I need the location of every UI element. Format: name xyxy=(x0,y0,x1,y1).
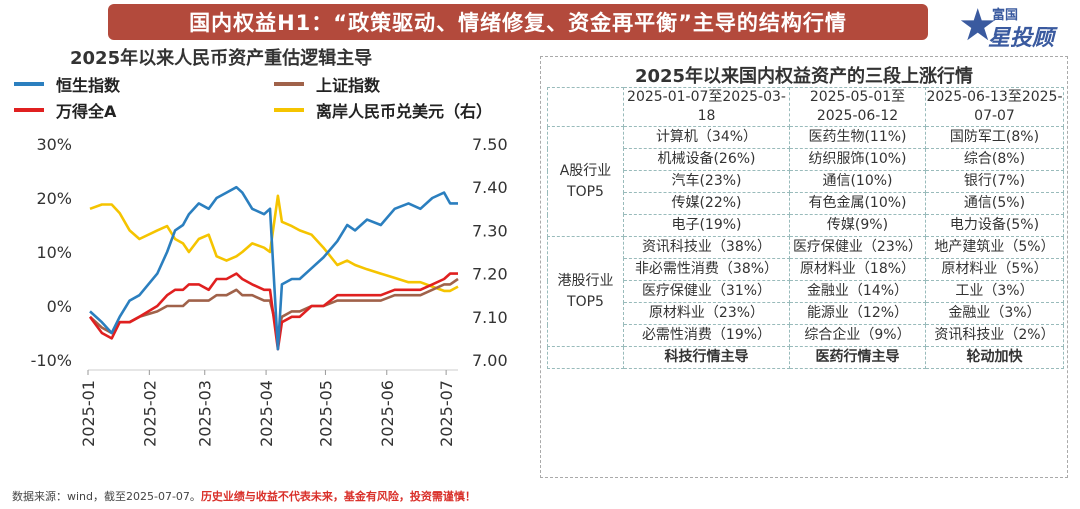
table-cell: 综合企业（9%） xyxy=(789,324,926,347)
x-tick-label: 2025-04 xyxy=(257,380,276,447)
table-cell: 必需性消费（19%） xyxy=(623,324,790,347)
table-cell: 传媒(9%) xyxy=(789,214,926,237)
table-cell: 计算机（34%） xyxy=(623,126,790,149)
table-summary-row: 科技行情主导 医药行情主导 轮动加快 xyxy=(547,346,1064,369)
table-cell: 医疗保健业（31%） xyxy=(623,280,790,303)
x-tick-label: 2025-05 xyxy=(316,380,335,447)
table-row: A股行业TOP5 计算机（34%） 医药生物(11%) 国防军工(8%) xyxy=(547,126,1064,237)
footer-source: 数据来源：wind，截至2025-07-07。 xyxy=(12,490,201,503)
table-row: 传媒(22%) 有色金属(10%) 通信(5%) xyxy=(548,192,1064,215)
table-row: 汽车(23%) 通信(10%) 银行(7%) xyxy=(548,170,1064,193)
y-left-tick-label: 30% xyxy=(36,135,72,154)
star-icon: ★ xyxy=(958,0,998,51)
table-row: 非必需性消费（38%） 原材料业（18%） 原材料业（5%） xyxy=(548,258,1064,281)
legend-cnh: 离岸人民币兑美元（右） xyxy=(274,98,492,122)
x-tick-label: 2025-01 xyxy=(79,380,98,447)
logo-line1: 富国 xyxy=(992,8,1019,23)
footer: 数据来源：wind，截至2025-07-07。历史业绩与收益不代表未来，基金有风… xyxy=(12,488,476,504)
x-tick-label: 2025-06 xyxy=(378,380,397,447)
table-row: 电子(19%) 传媒(9%) 电力设备(5%) xyxy=(548,214,1064,237)
y-right-tick-label: 7.40 xyxy=(472,178,508,197)
table-cell: 纺织服饰(10%) xyxy=(789,148,926,171)
table-row: 机械设备(26%) 纺织服饰(10%) 综合(8%) xyxy=(548,148,1064,171)
table-cell: 综合(8%) xyxy=(925,148,1064,171)
y-right-tick-label: 7.30 xyxy=(472,221,508,240)
chart-title: 2025年以来人民币资产重估逻辑主导 xyxy=(70,48,373,69)
table-row: 必需性消费（19%） 综合企业（9%） 资讯科技业（2%） xyxy=(548,324,1064,347)
table-cell: 通信(10%) xyxy=(789,170,926,193)
y-left-tick-label: 0% xyxy=(47,297,72,316)
x-tick-label: 2025-07 xyxy=(437,380,456,447)
legend-label-hsi: 恒生指数 xyxy=(56,76,121,95)
table-row: 医疗保健业（31%） 金融业（14%） 工业（3%） xyxy=(548,280,1064,303)
series-line-0 xyxy=(89,185,458,351)
sector-panel: 2025年以来国内权益资产的三段上涨行情 2025-01-07至2025-03-… xyxy=(540,56,1068,478)
legend-wind: 万得全A xyxy=(14,98,116,122)
summary-period-3: 轮动加快 xyxy=(925,346,1064,369)
sector-table: 2025-01-07至2025-03-18 2025-05-01至2025-06… xyxy=(547,87,1064,369)
table-cell: 机械设备(26%) xyxy=(623,148,790,171)
legend-sse: 上证指数 xyxy=(274,72,380,96)
table-row: 原材料业（23%） 能源业（12%） 金融业（3%） xyxy=(548,302,1064,325)
series-line-2 xyxy=(88,272,458,351)
series-line-3 xyxy=(89,194,459,293)
a-group-label: A股行业TOP5 xyxy=(547,126,624,237)
legend-label-sse: 上证指数 xyxy=(316,76,381,95)
x-tick-label: 2025-03 xyxy=(196,380,215,447)
table-cell: 医疗保健业（23%） xyxy=(789,236,926,259)
table-cell: 医药生物(11%) xyxy=(789,126,926,149)
hk-group-label: 港股行业TOP5 xyxy=(547,236,624,347)
legend-label-cnh: 离岸人民币兑美元（右） xyxy=(316,102,493,121)
y-left-tick-label: -10% xyxy=(31,351,72,370)
table-cell: 地产建筑业（5%） xyxy=(925,236,1064,259)
logo-line2: 星投顾 xyxy=(988,26,1055,51)
y-right-tick-label: 7.50 xyxy=(472,135,508,154)
header-period-3: 2025-06-13至2025-07-07 xyxy=(925,87,1064,127)
table-cell: 国防军工(8%) xyxy=(925,126,1064,149)
table-cell: 原材料业（23%） xyxy=(623,302,790,325)
header-corner xyxy=(547,87,624,127)
legend-swatch-hsi xyxy=(14,82,44,86)
table-cell: 电子(19%) xyxy=(623,214,790,237)
footer-warning: 历史业绩与收益不代表未来，基金有风险，投资需谨慎！ xyxy=(200,490,476,503)
banner-title: 国内权益H1：“政策驱动、情绪修复、资金再平衡”主导的结构行情 xyxy=(108,4,928,40)
legend-label-wind: 万得全A xyxy=(56,102,117,121)
table-cell: 资讯科技业（38%） xyxy=(623,236,790,259)
summary-period-2: 医药行情主导 xyxy=(789,346,926,369)
table-cell: 传媒(22%) xyxy=(623,192,790,215)
header-period-1: 2025-01-07至2025-03-18 xyxy=(623,87,790,127)
table-header-row: 2025-01-07至2025-03-18 2025-05-01至2025-06… xyxy=(547,87,1064,127)
legend-swatch-wind xyxy=(14,108,44,112)
table-cell: 资讯科技业（2%） xyxy=(925,324,1064,347)
table-cell: 银行(7%) xyxy=(925,170,1064,193)
sector-panel-title: 2025年以来国内权益资产的三段上涨行情 xyxy=(634,66,974,87)
y-right-tick-label: 7.20 xyxy=(472,265,508,284)
legend-swatch-cnh xyxy=(274,108,304,112)
header-period-2: 2025-05-01至2025-06-12 xyxy=(789,87,926,127)
y-right-tick-label: 7.10 xyxy=(472,308,508,327)
y-right-tick-label: 7.00 xyxy=(472,351,508,370)
legend-hsi: 恒生指数 xyxy=(14,72,120,96)
line-chart: 30% 20% 10% 0% -10% 7.50 7.40 7.30 7.20 7.10 7.00 2… xyxy=(31,135,508,447)
table-cell: 能源业（12%） xyxy=(789,302,926,325)
x-tick-label: 2025-02 xyxy=(140,380,159,447)
y-left-tick-label: 20% xyxy=(36,189,72,208)
table-cell: 非必需性消费（38%） xyxy=(623,258,790,281)
table-cell: 原材料业（5%） xyxy=(925,258,1064,281)
table-cell: 电力设备(5%) xyxy=(925,214,1064,237)
table-cell: 通信(5%) xyxy=(925,192,1064,215)
summary-corner xyxy=(547,346,624,369)
logo: ★ 富国 星投顾 xyxy=(958,2,1068,52)
legend-swatch-sse xyxy=(274,82,304,86)
table-row: 港股行业TOP5 资讯科技业（38%） 医疗保健业（23%） 地产建筑业（5%） xyxy=(547,236,1064,347)
series-line-1 xyxy=(89,277,459,335)
summary-period-1: 科技行情主导 xyxy=(623,346,790,369)
table-cell: 原材料业（18%） xyxy=(789,258,926,281)
table-cell: 工业（3%） xyxy=(925,280,1064,303)
table-cell: 有色金属(10%) xyxy=(789,192,926,215)
table-cell: 汽车(23%) xyxy=(623,170,790,193)
table-cell: 金融业（3%） xyxy=(925,302,1064,325)
table-cell: 金融业（14%） xyxy=(789,280,926,303)
y-left-tick-label: 10% xyxy=(36,243,72,262)
